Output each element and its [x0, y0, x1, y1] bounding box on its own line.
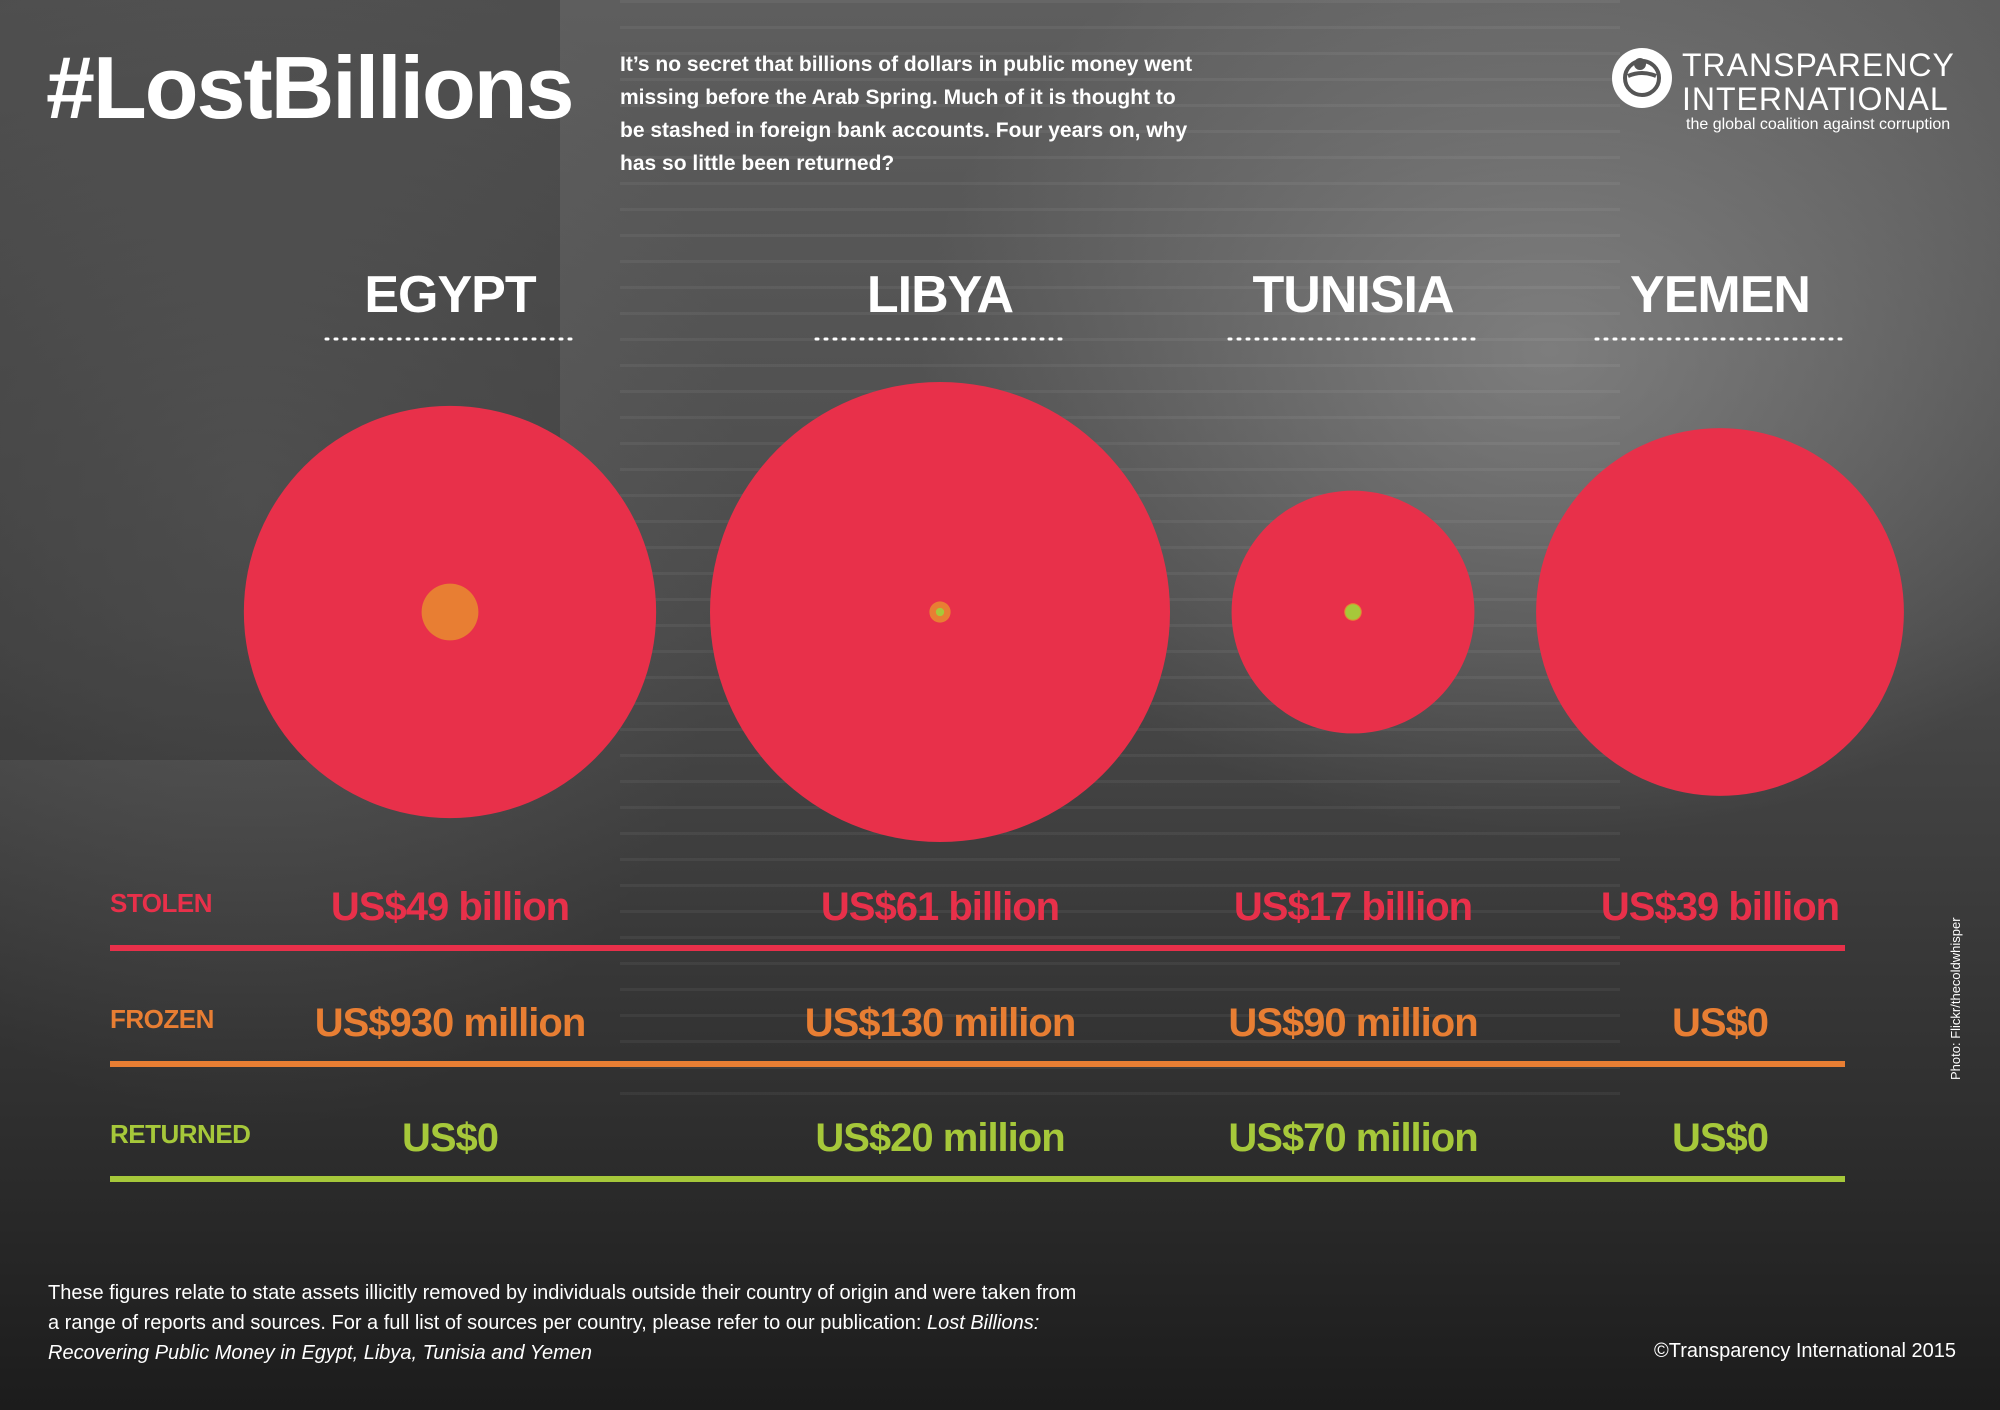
- footnote-text: These figures relate to state assets ill…: [48, 1282, 1077, 1334]
- value-frozen-yemen: US$0: [1672, 1001, 1768, 1045]
- value-frozen-libya: US$130 million: [805, 1001, 1076, 1045]
- country-label-egypt: EGYPT: [364, 266, 536, 324]
- photo-credit: Photo: Flickr/thecoldwhisper: [1948, 917, 1963, 1080]
- value-stolen-yemen: US$39 billion: [1601, 885, 1839, 929]
- bubble-frozen-egypt: [421, 583, 479, 641]
- country-label-libya: LIBYA: [867, 266, 1014, 324]
- row-label-returned: RETURNED: [110, 1119, 250, 1149]
- hashtag-title: #LostBillions: [46, 38, 574, 137]
- value-stolen-egypt: US$49 billion: [331, 885, 569, 929]
- value-returned-libya: US$20 million: [815, 1116, 1064, 1160]
- bubble-returned-tunisia: [1345, 604, 1361, 620]
- bubble-returned-libya: [935, 607, 945, 617]
- value-frozen-tunisia: US$90 million: [1228, 1001, 1477, 1045]
- copyright: ©Transparency International 2015: [1654, 1340, 1956, 1362]
- country-label-yemen: YEMEN: [1630, 266, 1810, 324]
- row-label-frozen: FROZEN: [110, 1004, 214, 1034]
- value-returned-yemen: US$0: [1672, 1116, 1768, 1160]
- logo-name: TRANSPARENCY INTERNATIONAL: [1682, 47, 1955, 117]
- row-label-stolen: STOLEN: [110, 888, 212, 918]
- intro-text: It’s no secret that billions of dollars …: [620, 53, 1193, 175]
- value-returned-tunisia: US$70 million: [1228, 1116, 1477, 1160]
- value-returned-egypt: US$0: [402, 1116, 498, 1160]
- value-frozen-egypt: US$930 million: [315, 1001, 586, 1045]
- logo-tagline: the global coalition against corruption: [1686, 116, 1951, 133]
- country-label-tunisia: TUNISIA: [1253, 266, 1454, 324]
- ti-logo-icon: [1612, 48, 1672, 108]
- footnote: These figures relate to state assets ill…: [48, 1278, 1088, 1368]
- footnote-publication: Lost Billions: Recovering Public Money i…: [48, 1312, 1040, 1364]
- value-stolen-tunisia: US$17 billion: [1234, 885, 1472, 929]
- ti-logo[interactable]: TRANSPARENCY INTERNATIONAL the global co…: [1610, 46, 1980, 136]
- bubble-stolen-yemen: [1536, 428, 1904, 796]
- value-stolen-libya: US$61 billion: [821, 885, 1059, 929]
